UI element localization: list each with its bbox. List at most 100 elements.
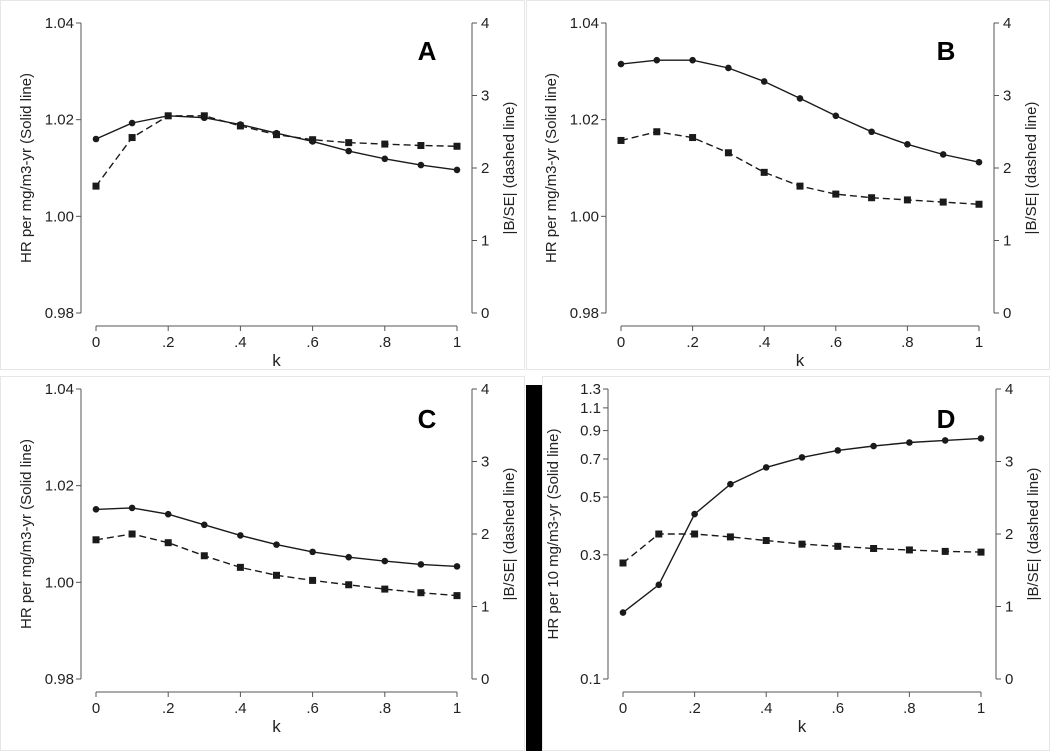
right-axis-tick-label: 1 — [481, 233, 489, 250]
x-axis-label: k — [272, 717, 281, 736]
dashed-series — [92, 112, 461, 190]
left-axis-tick-label: 0.98 — [45, 305, 74, 322]
panel-frame — [542, 376, 1050, 751]
circle-point — [453, 166, 461, 174]
right-axis-tick-label: 0 — [1005, 671, 1013, 688]
left-axis-tick-label: 1.00 — [570, 208, 599, 225]
circle-point — [834, 447, 842, 454]
circle-point — [201, 521, 208, 529]
panel-a: 0.98 1.00 1.02 1.04 0 1 2 3 4 0 .2 .4 .6 .8 1 k HR per m… — [0, 0, 525, 370]
circle-point — [164, 510, 172, 518]
left-axis-tick-label: 0.5 — [580, 489, 601, 506]
square-point — [164, 539, 172, 547]
left-axis-tick-label: 1.02 — [45, 478, 74, 495]
bottom-axis-tick-label: .2 — [688, 700, 701, 717]
square-point — [309, 576, 317, 584]
square-point — [941, 547, 949, 555]
bottom-axis-tick-label: 0 — [92, 700, 100, 717]
x-axis-label: k — [798, 717, 807, 736]
left-axis-tick-label: 0.7 — [580, 451, 601, 468]
panel-frame — [0, 0, 525, 370]
dashed-series — [92, 530, 461, 600]
circle-point — [381, 557, 389, 565]
circle-point — [977, 435, 985, 442]
dashed-series — [617, 128, 983, 208]
left-y-axis-label: HR per mg/m3-yr (Solid line) — [18, 439, 35, 629]
right-y-axis-label: |B/SE| (dashed line) — [501, 468, 518, 601]
right-axis-tick-label: 3 — [1003, 88, 1011, 105]
bottom-axis-tick-label: .8 — [379, 700, 392, 717]
square-point — [975, 200, 983, 208]
solid-series-line — [622, 437, 982, 614]
bottom-axis-tick-label: 0 — [617, 334, 625, 351]
solid-series — [619, 435, 985, 616]
circle-point — [417, 561, 425, 568]
left-axis-tick-label: 1.04 — [570, 15, 599, 32]
square-point — [619, 559, 627, 567]
bottom-axis-tick-label: .6 — [832, 700, 845, 717]
left-axis-tick-label: 1.3 — [580, 381, 601, 398]
panel-letter: B — [937, 36, 956, 66]
left-axis-tick-label: 1.00 — [45, 574, 74, 591]
solid-series — [617, 56, 983, 166]
square-point — [128, 134, 136, 142]
bottom-axis-tick-label: .6 — [306, 700, 319, 717]
right-axis-tick-label: 0 — [1003, 305, 1011, 322]
square-point — [417, 142, 425, 150]
x-axis-label: k — [796, 351, 805, 370]
circle-point — [128, 504, 136, 512]
panel-d: 0.1 0.3 0.5 0.7 0.9 1.1 1.3 0 1 2 3 4 0 .2 .4 .6 .8 1 k HR … — [542, 376, 1050, 751]
left-y-axis-label: HR per mg/m3-yr (Solid line) — [543, 73, 560, 263]
square-point — [236, 122, 244, 130]
square-point — [128, 530, 136, 538]
square-point — [762, 537, 770, 545]
panel-frame — [526, 0, 1050, 370]
square-point — [760, 168, 768, 176]
circle-point — [796, 95, 804, 102]
circle-point — [653, 56, 661, 64]
right-axis-tick-label: 4 — [1003, 15, 1011, 32]
x-axis-label: k — [272, 351, 281, 370]
bottom-axis-tick-label: .8 — [903, 700, 916, 717]
right-axis-tick-label: 2 — [481, 160, 489, 177]
right-y-axis-label: |B/SE| (dashed line) — [1023, 102, 1040, 235]
square-point — [691, 530, 699, 538]
panel-letter: A — [418, 36, 437, 66]
circle-point — [617, 60, 625, 68]
left-axis-tick-label: 0.3 — [580, 547, 601, 564]
square-point — [417, 589, 425, 597]
circle-point — [725, 64, 732, 72]
circle-point — [453, 563, 461, 570]
right-axis-tick-label: 4 — [481, 381, 489, 398]
left-axis-tick-label: 0.98 — [570, 305, 599, 322]
bottom-axis-tick-label: 0 — [92, 334, 100, 351]
square-point — [977, 548, 985, 556]
square-point — [200, 552, 208, 560]
bottom-axis-tick-label: .4 — [234, 700, 247, 717]
circle-point — [619, 609, 627, 616]
circle-point — [939, 151, 947, 158]
left-axis-tick-label: 1.02 — [570, 112, 599, 129]
right-axis-tick-label: 3 — [481, 88, 489, 105]
circle-point — [417, 161, 425, 169]
left-axis-tick-label: 1.04 — [45, 15, 74, 32]
solid-series-line — [95, 507, 458, 568]
square-point — [724, 149, 732, 157]
square-point — [200, 112, 208, 120]
circle-point — [691, 510, 698, 518]
bottom-axis-tick-label: 0 — [619, 700, 627, 717]
dashed-series-line — [95, 115, 458, 187]
circle-point — [975, 158, 983, 166]
square-point — [655, 530, 663, 538]
right-axis-tick-label: 1 — [1003, 233, 1011, 250]
right-axis-tick-label: 0 — [481, 671, 489, 688]
square-point — [309, 136, 317, 144]
square-point — [236, 563, 244, 571]
circle-point — [870, 442, 877, 450]
right-axis-tick-label: 4 — [481, 15, 489, 32]
right-axis-tick-label: 2 — [481, 526, 489, 543]
circle-point — [904, 141, 911, 148]
circle-point — [92, 135, 100, 143]
panel-letter: C — [418, 404, 437, 434]
